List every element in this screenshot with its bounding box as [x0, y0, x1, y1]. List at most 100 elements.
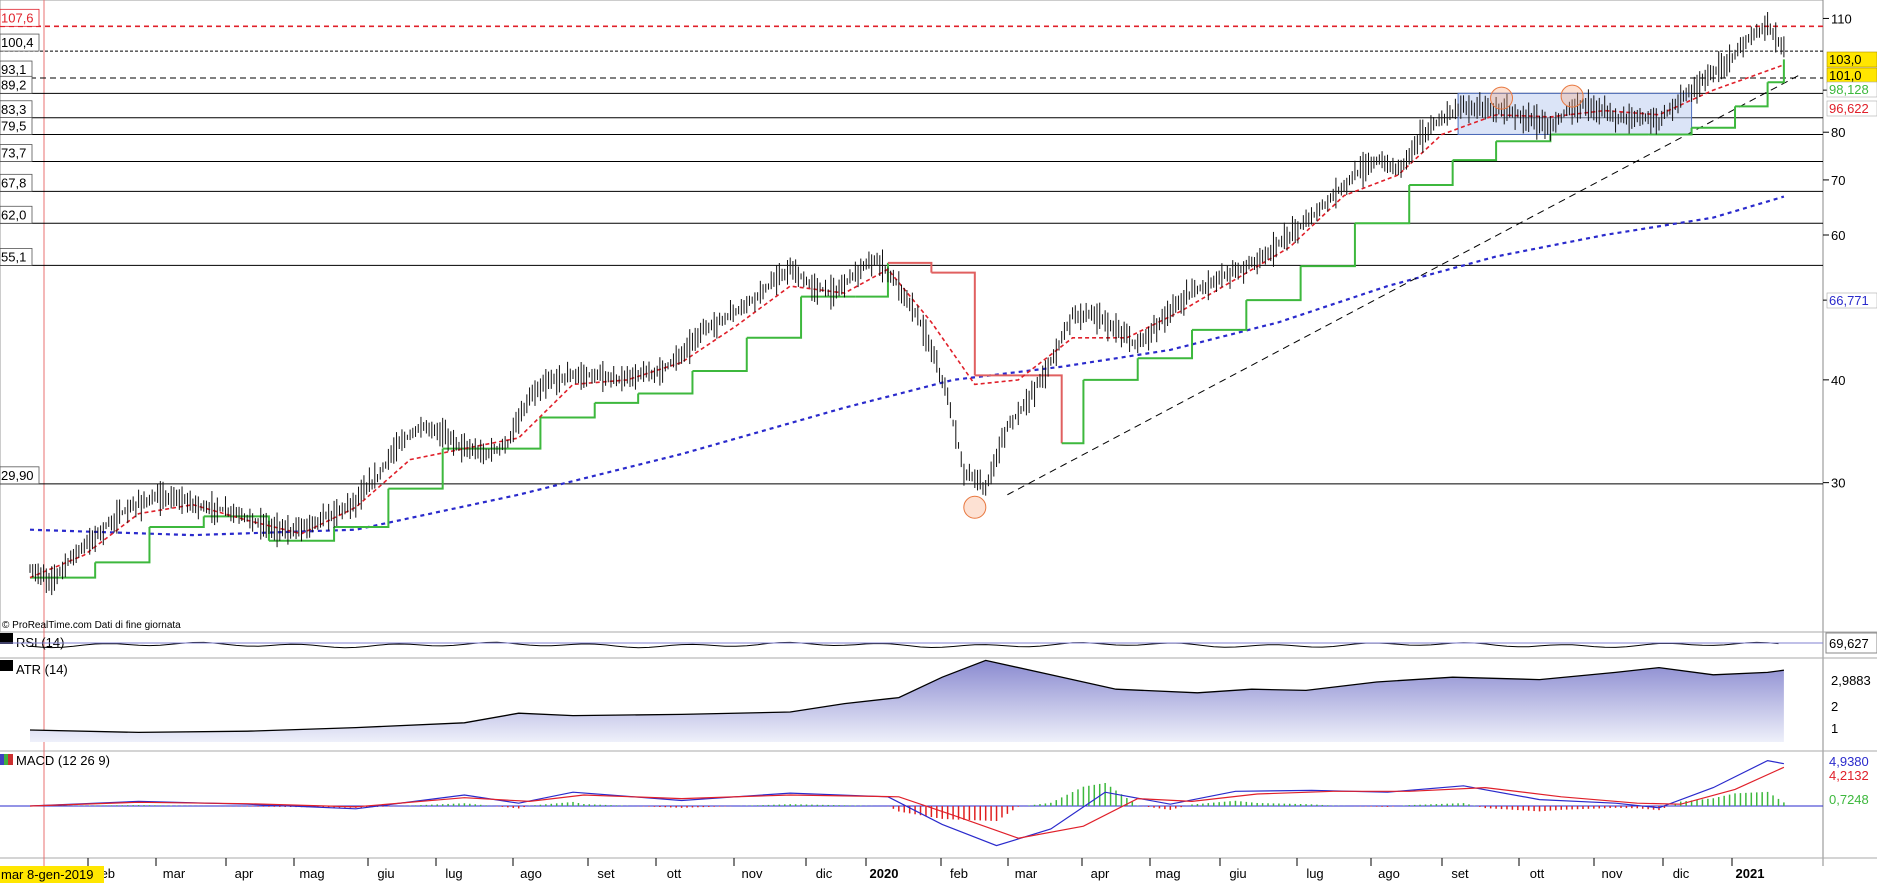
price-tick-label: 40: [1831, 373, 1845, 388]
macd-label: MACD (12 26 9): [16, 753, 110, 768]
trailing-stop-segment: [540, 402, 596, 419]
date-tick-label: set: [597, 866, 615, 881]
level-label: 93,1: [1, 62, 26, 77]
level-label-box: [0, 33, 40, 52]
price-badge: [1826, 81, 1877, 98]
level-label: 29,90: [1, 468, 34, 483]
trailing-stop-segment: [887, 261, 933, 273]
trailing-stop-segment: [1409, 160, 1454, 187]
highlight-circle: [1560, 84, 1584, 108]
trailing-stop-segment: [334, 488, 390, 528]
date-tick-label: lug: [445, 866, 462, 881]
level-label: 107,6: [1, 10, 34, 25]
trailing-stop-segment: [1083, 358, 1139, 381]
atr-area: [30, 660, 1784, 742]
date-tick-label: nov: [742, 866, 763, 881]
macd-histogram-value: 0,7248: [1829, 792, 1869, 807]
price-series: [29, 12, 1801, 596]
trailing-stop-segment: [692, 337, 748, 373]
trailing-stop-segment: [638, 371, 694, 395]
date-tick-label: giu: [1229, 866, 1246, 881]
price-badge: [1826, 100, 1877, 117]
svg-text:mar 8-gen-2019: mar 8-gen-2019: [1, 867, 94, 882]
level-label: 55,1: [1, 249, 26, 264]
price-badge-label: 101,0: [1829, 68, 1862, 83]
trailing-stop-segment: [1354, 185, 1411, 225]
long-moving-average-line: [29, 195, 1785, 537]
macd-panel: MACD (12 26 9) 4,9380 4,2132 0,7248: [0, 753, 1869, 847]
price-badge: [1826, 292, 1877, 309]
price-badge-label: 103,0: [1829, 52, 1862, 67]
macd-signal-line: [29, 766, 1785, 839]
date-tick-label: ott: [667, 866, 682, 881]
atr-tick-2: 2: [1831, 699, 1838, 714]
date-tick-label: feb: [950, 866, 968, 881]
level-label: 100,4: [1, 35, 34, 50]
trailing-stop-segment: [1735, 82, 1769, 108]
atr-panel: ATR (14) 2,9883 2 1: [0, 659, 1871, 742]
rsi-panel: RSI (14) 69,627: [0, 632, 1877, 654]
date-tick-label: mar: [1015, 866, 1038, 881]
highlight-circle: [1490, 86, 1514, 110]
level-label: 67,8: [1, 175, 26, 190]
price-tick-label: 70: [1831, 173, 1845, 188]
highlight-circle: [963, 495, 987, 519]
level-label-box: [0, 8, 40, 27]
trailing-stop-segment: [1192, 300, 1248, 331]
price-badge-label: 98,128: [1829, 82, 1869, 97]
level-label-box: [0, 248, 33, 266]
level-label: 62,0: [1, 207, 26, 222]
cursor-date-label: mar 8-gen-2019: [0, 866, 104, 883]
date-tick-label: ago: [520, 866, 542, 881]
level-label: 89,2: [1, 77, 26, 92]
macd-signal-value: 4,2132: [1829, 768, 1869, 783]
trailing-stop-segment: [1246, 266, 1302, 302]
trailing-stop-segment: [931, 271, 976, 376]
date-tick-label: mag: [299, 866, 324, 881]
atr-line: [29, 659, 1784, 734]
trailing-stop-segment: [1137, 329, 1194, 360]
rsi-last-value: 69,627: [1829, 636, 1869, 651]
trailing-stop-segment: [1300, 223, 1356, 268]
date-tick-label: apr: [235, 866, 254, 881]
trailing-stop-segment: [1452, 141, 1498, 162]
atr-tick-1: 1: [1831, 721, 1838, 736]
price-tick-label: 80: [1831, 125, 1845, 140]
trailing-stop-segment: [1496, 134, 1552, 143]
level-label-box: [0, 173, 33, 192]
trendline: [1007, 74, 1801, 496]
price-tick-label: 30: [1831, 476, 1845, 491]
date-tick-label: 2021: [1736, 866, 1765, 881]
level-label-box: [0, 466, 40, 485]
level-label-box: [0, 205, 33, 224]
price-tick-label: 110: [1831, 11, 1852, 26]
level-label: 73,7: [1, 146, 26, 161]
date-tick-label: dic: [816, 866, 833, 881]
atr-last-value: 2,9883: [1831, 673, 1871, 688]
short-moving-average-line: [29, 64, 1785, 579]
date-tick-label: 2020: [870, 866, 899, 881]
trailing-stop-segment: [388, 448, 444, 490]
macd-line: [29, 759, 1785, 847]
trailing-stop-segment: [1648, 127, 1693, 136]
level-label: 79,5: [1, 118, 26, 133]
trailing-stop-segment: [203, 515, 270, 541]
trailing-stop-segment: [594, 393, 640, 404]
date-tick-label: giu: [377, 866, 394, 881]
level-label-box: [0, 117, 33, 135]
date-tick-label: mag: [1155, 866, 1180, 881]
trailing-stop-segment: [268, 526, 336, 542]
trailing-stop-segment: [95, 526, 151, 564]
trailing-stop-segment: [1061, 379, 1085, 445]
date-tick-label: ago: [1378, 866, 1400, 881]
source-note: © ProRealTime.com Dati di fine giornata: [2, 620, 181, 631]
level-label-box: [0, 75, 33, 94]
trailing-stop-segment: [1767, 59, 1785, 84]
rsi-line: [29, 641, 1779, 649]
date-tick-label: ott: [1530, 866, 1545, 881]
trailing-stop-segment: [1691, 106, 1737, 129]
price-tick-label: 60: [1831, 228, 1845, 243]
